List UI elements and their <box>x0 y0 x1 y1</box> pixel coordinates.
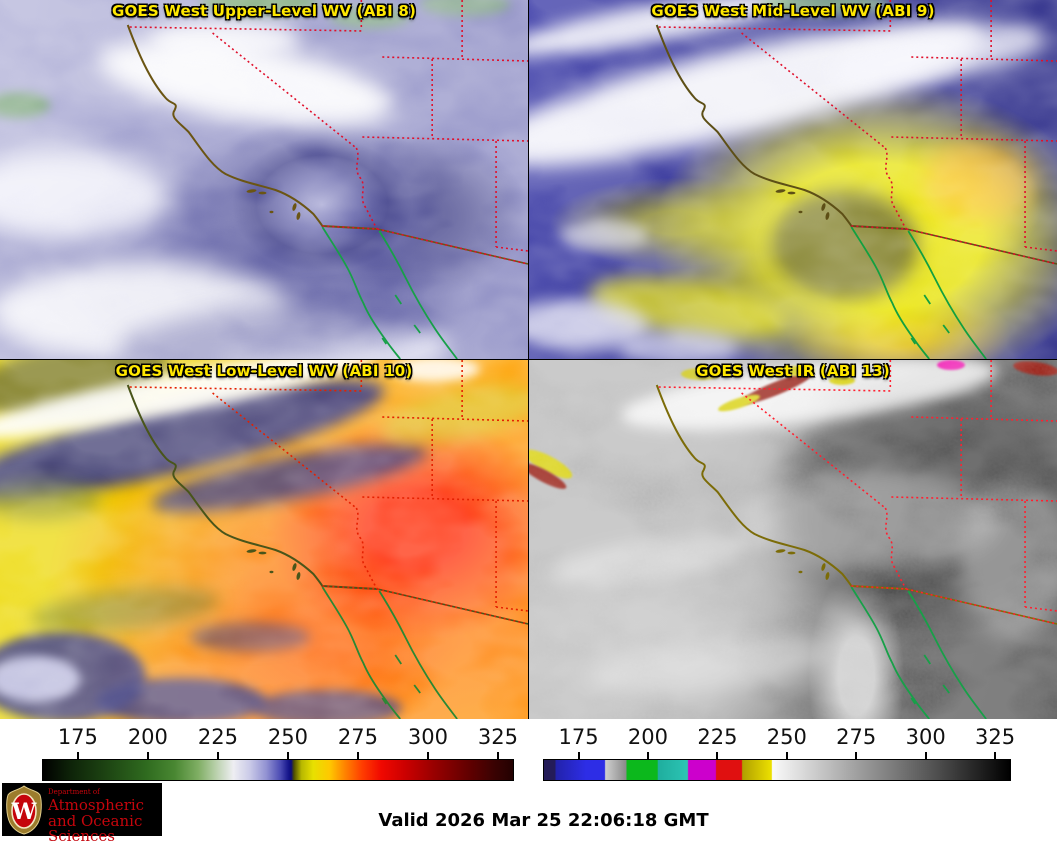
colorbar-tick <box>577 752 580 759</box>
colorbar-tick-label: 300 <box>407 725 448 749</box>
panel-abi10-low-wv: GOES West Low-Level WV (ABI 10) <box>0 360 528 719</box>
colorbar-tick-label: 325 <box>477 725 518 749</box>
ir-colorbar-gradient <box>543 759 1011 781</box>
logo-line1: Atmospheric <box>48 796 145 814</box>
panel-abi8-upper-wv: GOES West Upper-Level WV (ABI 8) <box>0 0 528 359</box>
colorbar-tick <box>855 752 858 759</box>
colorbar-tick-label: 175 <box>558 725 599 749</box>
panel-title-abi10: GOES West Low-Level WV (ABI 10) <box>115 362 413 380</box>
colorbar-tick <box>994 752 997 759</box>
panel-title-abi13: GOES West IR (ABI 13) <box>696 362 890 380</box>
colorbar-tick <box>146 752 149 759</box>
panel-title-abi9: GOES West Mid-Level WV (ABI 9) <box>651 2 935 20</box>
valid-time-label: Valid 2026 Mar 25 22:06:18 GMT <box>378 810 709 831</box>
panel-title-abi8: GOES West Upper-Level WV (ABI 8) <box>111 2 417 20</box>
colorbar-tick <box>356 752 359 759</box>
colorbar-tick <box>785 752 788 759</box>
bottom-bar: 175 200 225 250 275 300 325 175 200 225 250 275 300… <box>0 719 1057 844</box>
ir-colorbar: 175 200 225 250 275 300 325 <box>543 719 1015 781</box>
panel-abi13-ir: GOES West IR (ABI 13) <box>529 360 1057 719</box>
colorbar-tick-label: 300 <box>905 725 946 749</box>
colorbar-tick-label: 275 <box>337 725 378 749</box>
colorbar-tick-label: 325 <box>975 725 1016 749</box>
colorbar-tick <box>646 752 649 759</box>
logo-department-line: Department of <box>48 788 100 796</box>
colorbar-tick-label: 250 <box>267 725 308 749</box>
colorbar-tick-label: 225 <box>197 725 238 749</box>
colorbar-tick-label: 200 <box>127 725 168 749</box>
colorbar-tick-label: 200 <box>627 725 669 749</box>
wv-colorbar-gradient <box>42 759 514 781</box>
wv-colorbar: 175 200 225 250 275 300 325 <box>42 719 518 781</box>
uw-aos-logo: W Department of Atmospheric and Oceanic … <box>2 783 162 844</box>
colorbar-tick-label: 175 <box>57 725 98 749</box>
colorbar-tick <box>216 752 219 759</box>
quad-panel-grid: GOES West Upper-Level WV (ABI 8) GOES We… <box>0 0 1057 719</box>
colorbar-tick <box>426 752 429 759</box>
colorbar-tick <box>76 752 79 759</box>
colorbar-tick-label: 225 <box>697 725 738 749</box>
colorbar-tick-label: 250 <box>766 725 807 749</box>
colorbar-tick <box>286 752 289 759</box>
panel-abi9-mid-wv: GOES West Mid-Level WV (ABI 9) <box>529 0 1057 359</box>
colorbar-tick <box>924 752 927 759</box>
uw-crest-icon: W <box>6 785 42 835</box>
colorbar-tick <box>496 752 499 759</box>
colorbar-tick-label: 275 <box>836 725 877 749</box>
colorbar-tick <box>716 752 719 759</box>
vortex-shadow <box>769 190 919 300</box>
uw-monogram: W <box>11 799 37 825</box>
